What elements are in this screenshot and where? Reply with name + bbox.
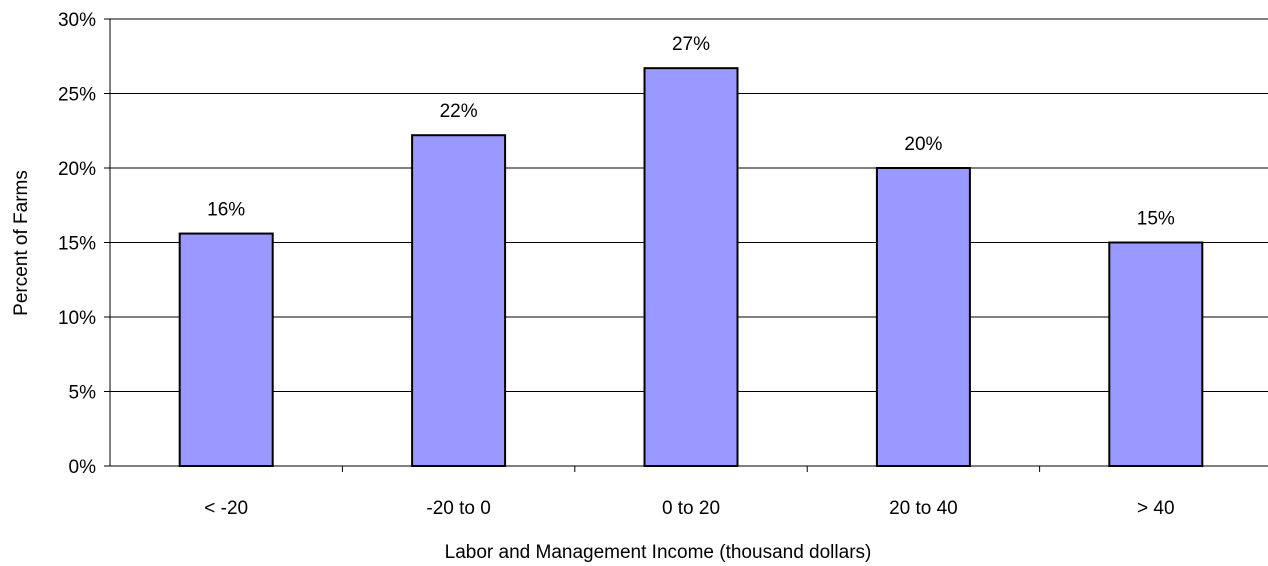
bar [1108,241,1204,467]
data-label: 22% [440,101,478,122]
y-tick-label: 10% [58,308,96,329]
bar [411,134,507,467]
y-tick-label: 15% [58,234,96,255]
bar [178,232,274,467]
y-tick-label: 25% [58,85,96,106]
data-label: 16% [207,200,245,221]
x-tick-label: -20 to 0 [426,498,490,519]
x-tick-label: < -20 [204,498,248,519]
y-tick-label: 0% [69,457,97,478]
x-tick-label: 0 to 20 [662,498,720,519]
labels: 16% < -20 22% -20 to 0 27% 0 to 20 20% 20 to 40… [204,34,1175,519]
y-tick-label: 30% [58,10,96,31]
data-label: 20% [904,134,942,155]
data-label: 15% [1137,209,1175,230]
x-tick-label: > 40 [1137,498,1175,519]
x-tick-label: 20 to 40 [889,498,958,519]
bar [643,67,739,467]
y-axis-title: Percent of Farms [11,170,32,316]
bars [178,67,1204,467]
bar [875,167,971,467]
y-tick-label: 20% [58,159,96,180]
y-tick-label: 5% [69,383,97,404]
data-label: 27% [672,34,710,55]
x-axis-title: Labor and Management Income (thousand do… [445,542,872,563]
